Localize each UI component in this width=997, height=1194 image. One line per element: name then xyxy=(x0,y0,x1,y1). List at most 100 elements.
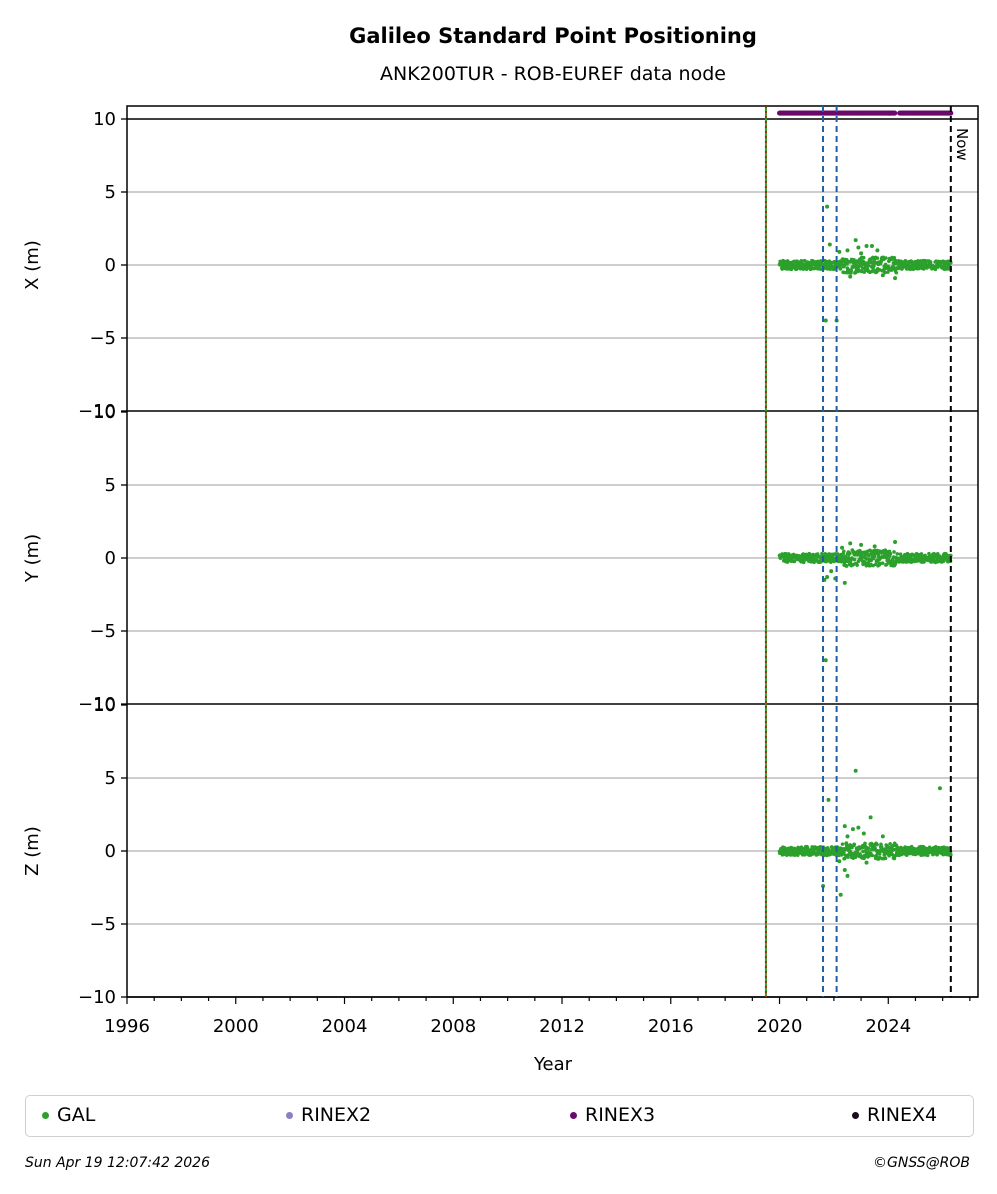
gal-point xyxy=(844,564,849,568)
gal-point xyxy=(855,563,859,567)
rinex4-dot-icon xyxy=(852,1111,859,1119)
gal-outlier-point xyxy=(845,248,850,253)
gal-outlier-point xyxy=(893,539,898,544)
legend-item-rinex4: RINEX4 xyxy=(852,1104,937,1126)
y-tick-label: 10 xyxy=(93,402,116,423)
gal-point xyxy=(936,559,940,564)
gal-point xyxy=(871,267,875,271)
gal-outlier-point xyxy=(853,768,858,773)
gal-outlier-point xyxy=(829,569,834,574)
y-tick-label: −5 xyxy=(89,914,116,935)
gal-outlier-point xyxy=(856,825,861,830)
legend-label: RINEX3 xyxy=(585,1104,656,1126)
gal-point xyxy=(841,549,846,554)
gal-point xyxy=(890,852,895,857)
rinex3-point xyxy=(948,110,954,116)
gal-outlier-point xyxy=(842,824,847,829)
gal-outlier-point xyxy=(861,831,866,836)
y-tick-label: 0 xyxy=(105,548,116,569)
gal-outlier-point xyxy=(825,204,830,209)
gal-point xyxy=(879,259,884,264)
gal-point xyxy=(852,842,857,847)
gal-outlier-point xyxy=(850,827,855,832)
gal-outlier-point xyxy=(825,574,830,579)
gal-point xyxy=(875,256,880,260)
y-tick-label: 5 xyxy=(105,768,116,789)
legend-item-gal: GAL xyxy=(42,1104,95,1126)
legend-label: RINEX2 xyxy=(301,1104,372,1126)
y-tick-label: −5 xyxy=(89,621,116,642)
gal-outlier-point xyxy=(856,245,861,250)
y-tick-label: 5 xyxy=(105,182,116,203)
gal-point xyxy=(873,846,877,850)
rinex2-dot-icon xyxy=(286,1111,293,1119)
x-tick-label: 2024 xyxy=(865,1016,911,1037)
gal-point xyxy=(838,266,843,271)
gal-outlier-point xyxy=(869,244,874,249)
x-tick-label: 1996 xyxy=(104,1016,150,1037)
gal-point xyxy=(819,267,823,271)
gal-outlier-point xyxy=(937,786,942,791)
gal-outlier-point xyxy=(880,273,885,278)
gal-outlier-point xyxy=(842,580,847,585)
gal-point xyxy=(861,255,866,260)
x-tick-label: 2020 xyxy=(757,1016,803,1037)
gal-point xyxy=(866,846,871,851)
gal-outlier-point xyxy=(826,797,831,802)
gal-outlier-point xyxy=(872,544,877,549)
gal-point xyxy=(848,551,852,555)
gal-point xyxy=(892,856,897,861)
gal-point xyxy=(842,856,847,861)
gal-point xyxy=(812,266,817,271)
gal-point xyxy=(792,559,797,563)
gal-dot-icon xyxy=(42,1111,49,1119)
gal-point xyxy=(941,559,946,564)
y-axis-label: Y (m) xyxy=(22,534,43,583)
x-tick-label: 2008 xyxy=(430,1016,476,1037)
gal-point xyxy=(849,268,854,273)
gal-outlier-point xyxy=(827,242,832,247)
gal-outlier-point xyxy=(848,274,853,279)
gal-point xyxy=(888,842,892,846)
gal-outlier-point xyxy=(859,251,864,256)
gal-point xyxy=(895,552,900,556)
gal-outlier-point xyxy=(848,541,853,546)
gal-outlier-point xyxy=(842,867,847,872)
gal-outlier-point xyxy=(893,276,898,281)
y-tick-label: 10 xyxy=(93,695,116,716)
x-axis-label: Year xyxy=(533,1054,573,1075)
y-tick-label: 0 xyxy=(105,841,116,862)
chart-subtitle: ANK200TUR - ROB-EUREF data node xyxy=(380,63,726,85)
y-axis-label: Z (m) xyxy=(22,826,43,876)
y-tick-label: −10 xyxy=(78,401,116,422)
gal-point xyxy=(866,263,871,268)
footer-timestamp: Sun Apr 19 12:07:42 2026 xyxy=(25,1155,210,1171)
gal-outlier-point xyxy=(859,542,864,547)
gal-outlier-point xyxy=(838,892,843,897)
gal-outlier-point xyxy=(880,834,885,839)
gal-point xyxy=(883,270,887,275)
gal-point xyxy=(877,852,882,856)
plot-area: −10 −5 0 5 10 X (m) −10 −5 0 5 10 Y (m) −10 −5 0 5 10 Z (… xyxy=(22,105,979,1037)
now-label: Now xyxy=(953,128,971,161)
gal-point xyxy=(878,561,882,566)
gal-outlier-point xyxy=(868,815,873,820)
gal-point xyxy=(894,270,899,275)
gal-point xyxy=(861,849,865,854)
y-tick-label: −10 xyxy=(78,694,116,715)
gal-point xyxy=(872,554,877,559)
legend-item-rinex3: RINEX3 xyxy=(570,1104,655,1126)
y-axis-label: X (m) xyxy=(22,240,43,290)
rinex3-dot-icon xyxy=(570,1111,577,1119)
gal-outlier-point xyxy=(853,238,858,243)
gal-point xyxy=(898,552,903,556)
y-tick-label: 5 xyxy=(105,475,116,496)
x-tick-label: 2000 xyxy=(213,1016,259,1037)
gal-point xyxy=(892,550,896,554)
gal-outlier-point xyxy=(837,249,842,254)
legend-label: GAL xyxy=(57,1104,96,1126)
gal-point xyxy=(802,258,807,263)
gal-outlier-point xyxy=(845,834,850,839)
footer-credit: ©GNSS@ROB xyxy=(873,1155,970,1171)
plot-frame xyxy=(126,105,979,998)
